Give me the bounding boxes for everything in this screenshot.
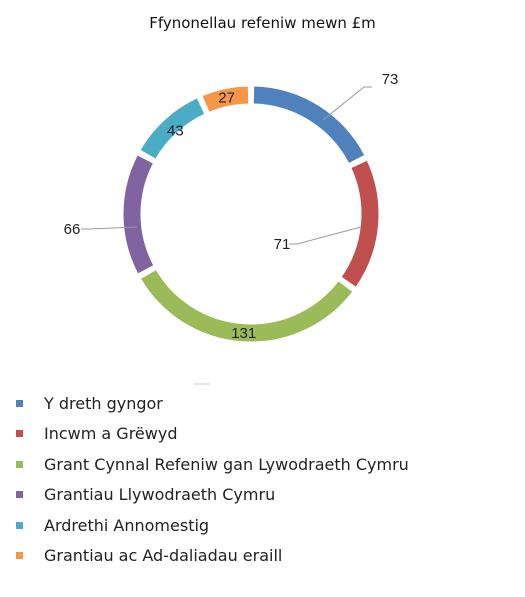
donut-slice [252, 85, 366, 165]
donut-slice [139, 268, 354, 343]
leader-line [289, 226, 362, 245]
legend: Y dreth gyngor Incwm a Grëwyd Grant Cynnal… [16, 388, 409, 571]
legend-label: Grantiau ac Ad-daliadau eraill [44, 546, 283, 566]
data-label: 71 [274, 236, 291, 253]
legend-item: Grant Cynnal Refeniw gan Lywodraeth Cymr… [16, 449, 409, 480]
legend-swatch [16, 430, 23, 438]
donut-slices [122, 85, 380, 343]
legend-swatch [16, 399, 23, 407]
leader-line [322, 86, 372, 121]
legend-item: Y dreth gyngor [16, 388, 409, 419]
chart-title: Ffynonellau refeniw mewn £m [149, 14, 376, 32]
legend-label: Y dreth gyngor [44, 393, 163, 413]
data-label: 27 [218, 90, 235, 107]
donut-slice [340, 159, 380, 288]
legend-swatch [16, 552, 23, 560]
data-label: 73 [382, 71, 399, 88]
legend-swatch [16, 521, 23, 529]
legend-item: Grantiau ac Ad-daliadau eraill [16, 541, 409, 572]
data-label: 66 [64, 221, 81, 238]
donut-slice [122, 154, 155, 275]
legend-label: Grantiau Llywodraeth Cymru [44, 485, 276, 505]
legend-item: Grantiau Llywodraeth Cymru [16, 480, 409, 511]
legend-label: Grant Cynnal Refeniw gan Lywodraeth Cymr… [44, 454, 409, 474]
donut-slice [139, 97, 206, 160]
donut-slice [201, 85, 250, 113]
legend-label: Incwm a Grëwyd [44, 424, 178, 444]
legend-item: Ardrethi Annomestig [16, 510, 409, 541]
legend-swatch [16, 460, 23, 468]
legend-item: Incwm a Grëwyd [16, 419, 409, 450]
data-label: 131 [231, 325, 256, 342]
legend-label: Ardrethi Annomestig [44, 515, 210, 535]
leader-line [81, 226, 138, 230]
legend-swatch [16, 491, 23, 499]
donut-chart: 73 71 131 66 43 27 [64, 71, 399, 343]
divider [194, 383, 210, 385]
donut-labels: 73 71 131 66 43 27 [64, 71, 399, 342]
data-label: 43 [167, 122, 184, 139]
